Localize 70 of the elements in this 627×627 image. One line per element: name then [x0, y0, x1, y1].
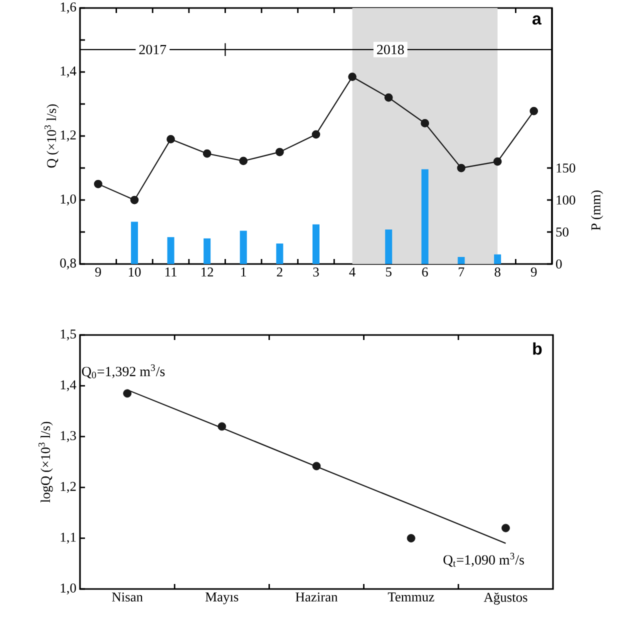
x-tick-label: 8: [494, 268, 500, 277]
x-tick-label: 11: [165, 268, 176, 276]
y-tick-label: 1,1: [60, 532, 76, 544]
y-tick-label: 1,6: [60, 2, 76, 14]
annotation: Q$_{0}$=1,392 m$^{3}$/s: [82, 364, 165, 378]
x-tick-label: 9: [95, 268, 101, 277]
y-tick-label: 1,5: [60, 330, 76, 340]
point: [348, 72, 356, 81]
point: [406, 534, 416, 542]
annotation: 2018: [377, 44, 404, 54]
point: [384, 93, 393, 102]
point: [123, 389, 132, 398]
y-tick-label: 1,4: [60, 380, 76, 392]
point: [530, 106, 538, 116]
x-tick-label: Mayıs: [205, 592, 238, 604]
y-tick-label: 1,2: [60, 482, 76, 493]
chart-title: b: [533, 342, 542, 355]
x-tick-label: 1: [241, 268, 246, 276]
chart-title: a: [532, 15, 542, 25]
bar: [240, 230, 247, 264]
y-axis-title: Q (×10$^{3}$ l/s): [44, 104, 59, 168]
bar: [494, 254, 502, 264]
x-tick-label: 7: [458, 268, 464, 276]
x-tick-label: 10: [128, 268, 141, 277]
x-tick-label: Ağustos: [484, 592, 528, 605]
annotation: Q$_{t}$=1,090 m$^{3}$/s: [444, 552, 524, 567]
x-tick-label: 12: [202, 268, 214, 276]
point: [218, 422, 226, 431]
y-tick-label: 1,0: [60, 583, 76, 595]
point: [202, 149, 212, 158]
y-axis-title: logQ (×10$^{3}$ l/s): [38, 422, 53, 503]
point: [312, 130, 320, 139]
x-tick-label: 9: [530, 268, 537, 277]
annotation: 2017: [139, 44, 166, 54]
x-tick-label: 6: [422, 268, 428, 277]
point: [457, 164, 466, 172]
point: [166, 135, 175, 144]
x-tick-label: Haziran: [296, 592, 338, 602]
bar: [204, 238, 211, 264]
bar: [421, 169, 428, 264]
point: [493, 157, 502, 166]
x-tick-label: Temmuz: [388, 592, 434, 602]
x-tick-label: 3: [313, 268, 319, 277]
y-tick-label: 1,2: [60, 130, 76, 142]
point: [239, 156, 248, 166]
y-tick-label: 0,8: [60, 258, 76, 270]
point: [94, 180, 102, 188]
point: [420, 119, 430, 128]
bar: [276, 244, 284, 264]
bar: [312, 224, 320, 264]
point: [276, 148, 284, 156]
point: [312, 462, 321, 470]
y-tick-label: 1,4: [60, 66, 76, 78]
x-tick-label: Nisan: [112, 592, 143, 602]
x-tick-label: 2: [276, 268, 282, 276]
bar: [385, 229, 392, 264]
x-tick-label: 4: [349, 268, 356, 276]
y-tick-label: 1,3: [60, 431, 76, 442]
point: [502, 524, 510, 532]
bar: [167, 237, 174, 264]
y2-tick-label: 150: [556, 163, 576, 173]
bar: [458, 256, 465, 264]
y-tick-label: 1,0: [60, 194, 76, 206]
y2-tick-label: 0: [556, 259, 562, 269]
y2-axis-title: P (mm): [590, 190, 604, 230]
y2-tick-label: 50: [556, 227, 568, 237]
bar: [130, 222, 138, 264]
x-tick-label: 5: [386, 268, 392, 276]
y2-tick-label: 100: [556, 195, 576, 205]
point: [130, 196, 139, 204]
